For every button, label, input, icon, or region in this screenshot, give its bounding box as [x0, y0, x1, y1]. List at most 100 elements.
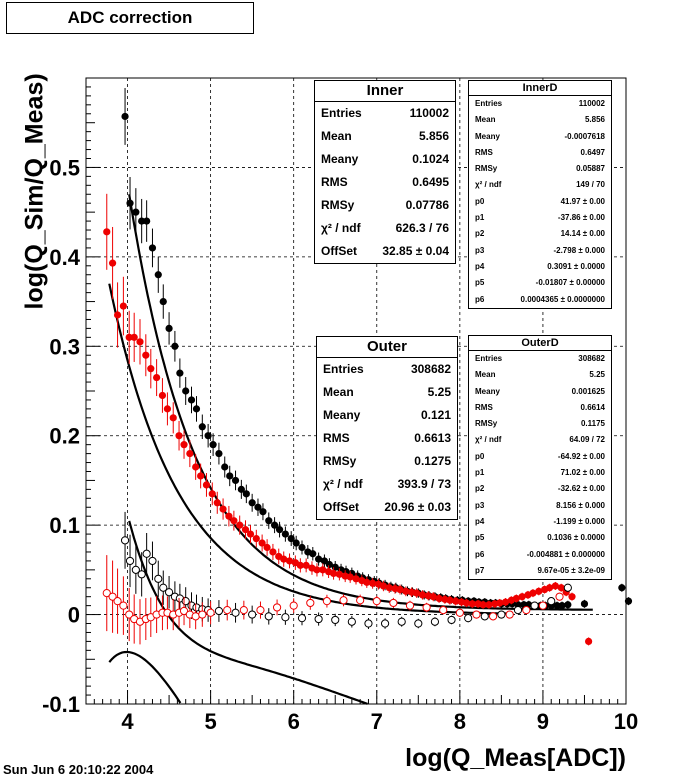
data-point	[289, 601, 298, 610]
data-point	[125, 610, 134, 619]
data-point	[113, 597, 122, 606]
data-point	[287, 534, 295, 543]
stats-row: RMSy 0.05887	[469, 161, 611, 177]
data-point	[182, 387, 190, 395]
data-point	[297, 614, 307, 623]
stats-value: 41.97 ± 0.00	[560, 196, 605, 206]
data-point	[258, 539, 266, 547]
data-point	[352, 575, 360, 583]
data-point	[248, 610, 257, 619]
stats-value: 0.6613	[414, 431, 451, 445]
stats-box-title: Outer	[317, 337, 457, 358]
data-point	[215, 450, 223, 458]
data-point	[624, 597, 633, 605]
stats-value: 5.25	[427, 385, 451, 399]
data-point	[530, 601, 539, 610]
stats-row: p2 -32.62 ± 0.00	[469, 481, 611, 497]
data-point	[130, 333, 138, 341]
data-point	[545, 584, 554, 592]
stats-key: p6	[475, 549, 485, 559]
data-point	[131, 565, 140, 574]
stats-key: RMSy	[321, 198, 355, 212]
data-point	[198, 423, 206, 431]
data-point	[372, 597, 381, 606]
stats-value: 0.1036 ± 0.0000	[547, 533, 605, 543]
stats-row: RMS 0.6497	[469, 145, 611, 161]
stats-value: -0.0007618	[564, 131, 605, 141]
data-point	[547, 597, 556, 606]
y-tick-label: 0.2	[49, 424, 80, 449]
stats-row: χ² / ndf 64.09 / 72	[469, 432, 611, 448]
data-point	[480, 612, 489, 621]
data-point	[452, 597, 460, 605]
data-point	[315, 555, 323, 563]
stats-key: p5	[475, 533, 485, 543]
stats-key: χ² / ndf	[475, 435, 502, 445]
data-point	[585, 637, 593, 646]
stats-value: 0.1275	[414, 454, 451, 468]
data-point	[121, 112, 129, 121]
stats-key: RMSy	[475, 419, 498, 429]
stats-value: 110002	[578, 99, 605, 108]
data-point	[248, 499, 256, 507]
data-point	[402, 587, 410, 595]
data-point	[339, 596, 348, 605]
data-point	[512, 594, 520, 603]
stats-value: -2.798 ± 0.000	[553, 245, 605, 255]
y-axis-title: log(Q_Sim/Q_Meas)	[20, 73, 49, 310]
data-point	[214, 606, 224, 616]
stats-row: OffSet 32.85 ± 0.04	[315, 240, 455, 263]
stats-box-outer: Outer Entries 308682 Mean 5.25 Meany 0.121 RMS…	[316, 336, 458, 520]
data-point	[488, 612, 498, 621]
data-point	[285, 557, 294, 565]
stats-value: 0.3091 ± 0.0000	[547, 261, 605, 271]
stats-value: 32.85 ± 0.04	[382, 244, 449, 258]
data-point	[281, 530, 289, 538]
data-point	[430, 617, 440, 626]
stats-row: p5 -0.01807 ± 0.00000	[469, 275, 611, 291]
stats-value: -0.004881 ± 0.000000	[526, 549, 605, 559]
stats-value: 14.14 ± 0.00	[560, 229, 605, 239]
data-point	[125, 556, 135, 566]
y-tick-label: 0.5	[49, 155, 80, 180]
stats-key: RMS	[323, 431, 350, 445]
stats-key: p3	[475, 500, 485, 510]
stats-value: 5.25	[589, 370, 605, 380]
stats-value: 149 / 70	[576, 180, 605, 190]
stats-row: Meany -0.0007618	[469, 129, 611, 145]
data-point	[314, 614, 323, 624]
data-point	[329, 569, 338, 578]
data-point	[414, 619, 423, 628]
stats-row: p7 9.67e-05 ± 3.2e-09	[469, 563, 611, 579]
stats-value: 64.09 / 72	[569, 435, 605, 445]
y-tick-label: 0.4	[49, 245, 80, 270]
stats-key: RMSy	[475, 164, 498, 174]
data-point	[148, 556, 157, 566]
data-point	[429, 593, 437, 601]
data-point	[309, 550, 317, 558]
data-point	[418, 591, 427, 599]
stats-row: Mean 5.25	[317, 381, 457, 404]
stats-row: p4 -1.199 ± 0.000	[469, 514, 611, 530]
data-point	[529, 589, 537, 597]
data-point	[169, 414, 177, 422]
stats-value: 0.6497	[580, 147, 605, 157]
data-point	[204, 432, 212, 440]
stats-key: p4	[475, 516, 485, 526]
x-axis-title: log(Q_Meas[ADC])	[405, 744, 626, 772]
data-point	[379, 582, 388, 590]
data-point	[568, 593, 576, 601]
data-point	[553, 602, 561, 610]
stats-row: Meany 0.121	[317, 404, 457, 427]
stats-key: Entries	[475, 354, 503, 363]
data-point	[219, 505, 227, 513]
stats-row: Entries 308682	[317, 358, 457, 381]
data-point	[496, 599, 504, 607]
stats-row: χ² / ndf 149 / 70	[469, 177, 611, 193]
data-point	[396, 585, 404, 594]
stats-row: Meany 0.001625	[469, 384, 611, 400]
x-tick-label: 7	[371, 709, 383, 734]
stats-box-title: OuterD	[469, 336, 611, 351]
data-point	[313, 566, 321, 574]
data-point	[280, 555, 288, 563]
